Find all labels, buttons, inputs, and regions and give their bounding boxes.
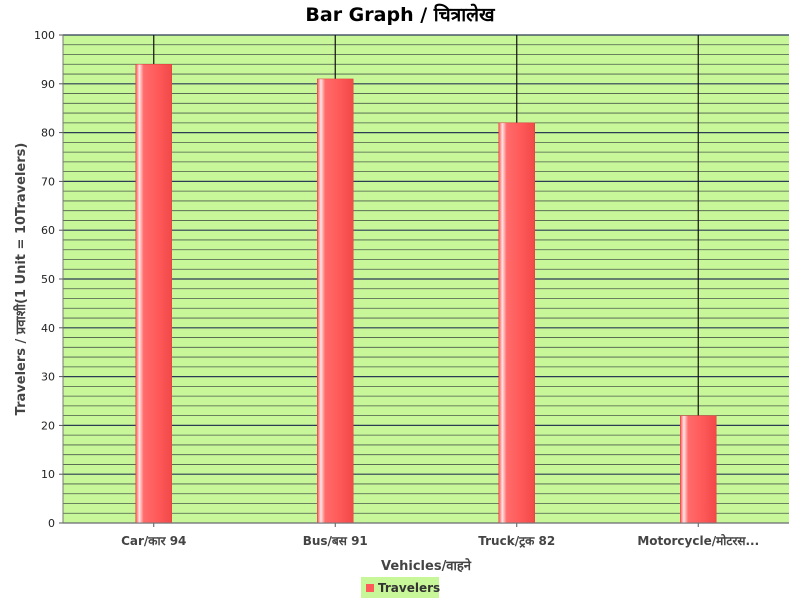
y-tick-label: 0 bbox=[48, 517, 55, 530]
y-tick-label: 50 bbox=[41, 273, 55, 286]
bar bbox=[680, 415, 717, 524]
y-tick-label: 10 bbox=[41, 468, 55, 481]
plot-area: Car/कार 94 Bus/बस 91 Truck/ट्रक 82 Motorcyc… bbox=[34, 29, 789, 548]
legend-background bbox=[361, 577, 439, 598]
x-tick-label: Car/कार 94 bbox=[121, 534, 186, 548]
y-tick-label: 100 bbox=[34, 29, 55, 42]
y-tick-label: 40 bbox=[41, 322, 55, 335]
x-axis-label: Vehicles/वाहने bbox=[381, 558, 472, 574]
x-tick-label: Motorcycle/मोटरस... bbox=[637, 534, 759, 548]
bar bbox=[135, 64, 172, 524]
chart-title: Bar Graph / चित्रालेख bbox=[305, 3, 496, 26]
y-tick-label: 70 bbox=[41, 175, 55, 188]
y-tick-label: 30 bbox=[41, 371, 55, 384]
y-axis-label: Travelers / प्रवाशी(1 Unit = 10Travelers… bbox=[13, 143, 29, 416]
x-tick-label: Bus/बस 91 bbox=[303, 534, 368, 548]
y-tick-label: 20 bbox=[41, 419, 55, 432]
legend: Travelers bbox=[361, 577, 440, 598]
bar bbox=[317, 78, 354, 524]
legend-label: Travelers bbox=[378, 581, 440, 595]
x-tick-label: Truck/ट्रक 82 bbox=[478, 534, 555, 548]
y-tick-label: 90 bbox=[41, 78, 55, 91]
y-tick-label: 60 bbox=[41, 224, 55, 237]
bar bbox=[498, 122, 535, 524]
y-tick-label: 80 bbox=[41, 127, 55, 140]
legend-swatch bbox=[366, 584, 374, 592]
